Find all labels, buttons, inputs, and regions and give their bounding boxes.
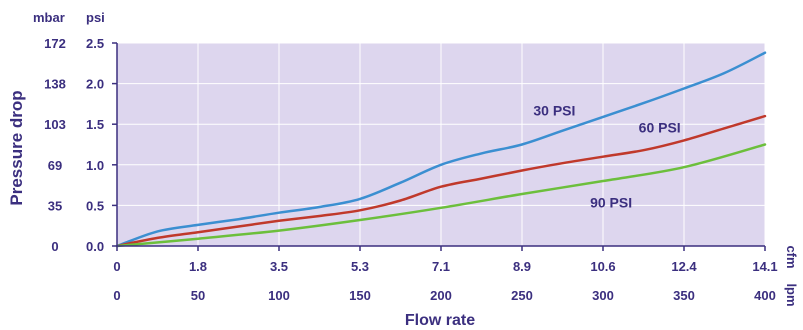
y-tick-label-psi: 0.0 [86,239,104,254]
y-unit-secondary-label: mbar [33,10,65,25]
series-line-30-psi [115,51,767,248]
x-tick-label-cfm: 10.6 [590,259,615,274]
y-tick-label-mbar: 69 [48,158,62,173]
y-tick-label-psi: 2.5 [86,36,104,51]
series-label-90-psi: 90 PSI [590,195,632,211]
y-axis-title: Pressure drop [7,90,26,205]
axes [112,42,766,251]
x-tick-label-cfm: 8.9 [513,259,531,274]
y-tick-label-mbar: 35 [48,198,62,213]
series-line-60-psi [115,114,767,248]
x-tick-label-lpm: 200 [430,288,452,303]
x-unit-primary-label: cfm [784,245,799,268]
x-tick-label-cfm: 1.8 [189,259,207,274]
series-label-30-psi: 30 PSI [533,102,575,118]
x-tick-label-lpm: 350 [673,288,695,303]
x-tick-label-lpm: 50 [191,288,205,303]
x-tick-label-lpm: 100 [268,288,290,303]
x-tick-label-lpm: 150 [349,288,371,303]
x-tick-label-cfm: 5.3 [351,259,369,274]
x-tick-label-lpm: 400 [754,288,776,303]
y-tick-label-psi: 1.5 [86,117,104,132]
tick-labels: 0 1.8 3.5 5.3 7.1 8.9 10.6 12.4 14.1 0 50 100 150 200… [44,36,778,303]
y-tick-label-mbar: 0 [51,239,58,254]
x-tick-label-cfm: 3.5 [270,259,288,274]
x-tick-label-cfm: 14.1 [752,259,777,274]
x-tick-label-cfm: 12.4 [671,259,697,274]
y-tick-label-psi: 2.0 [86,77,104,92]
y-tick-label-mbar: 103 [44,117,66,132]
series-labels: 30 PSI 60 PSI 90 PSI [533,102,680,210]
x-tick-label-cfm: 7.1 [432,259,450,274]
y-unit-primary-label: psi [86,10,105,25]
y-tick-label-psi: 0.5 [86,198,104,213]
x-tick-label-lpm: 300 [592,288,614,303]
x-axis-title: Flow rate [405,312,475,329]
x-tick-label-lpm: 0 [113,288,120,303]
y-tick-label-mbar: 172 [44,36,66,51]
x-tick-label-lpm: 250 [511,288,533,303]
series-line-90-psi [115,143,767,248]
y-tick-label-psi: 1.0 [86,158,104,173]
series-lines [115,51,767,248]
x-unit-secondary-label: lpm [784,283,799,306]
series-label-60-psi: 60 PSI [639,119,681,135]
y-tick-label-mbar: 138 [44,77,66,92]
x-tick-label-cfm: 0 [113,259,120,274]
